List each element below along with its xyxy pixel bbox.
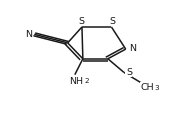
Text: S: S: [109, 17, 115, 26]
Text: N: N: [25, 29, 32, 38]
Text: 3: 3: [154, 84, 159, 90]
Text: S: S: [78, 17, 84, 26]
Text: 2: 2: [85, 77, 89, 83]
Text: S: S: [126, 68, 132, 77]
Text: NH: NH: [69, 76, 83, 85]
Text: CH: CH: [140, 82, 154, 91]
Text: N: N: [129, 44, 136, 53]
